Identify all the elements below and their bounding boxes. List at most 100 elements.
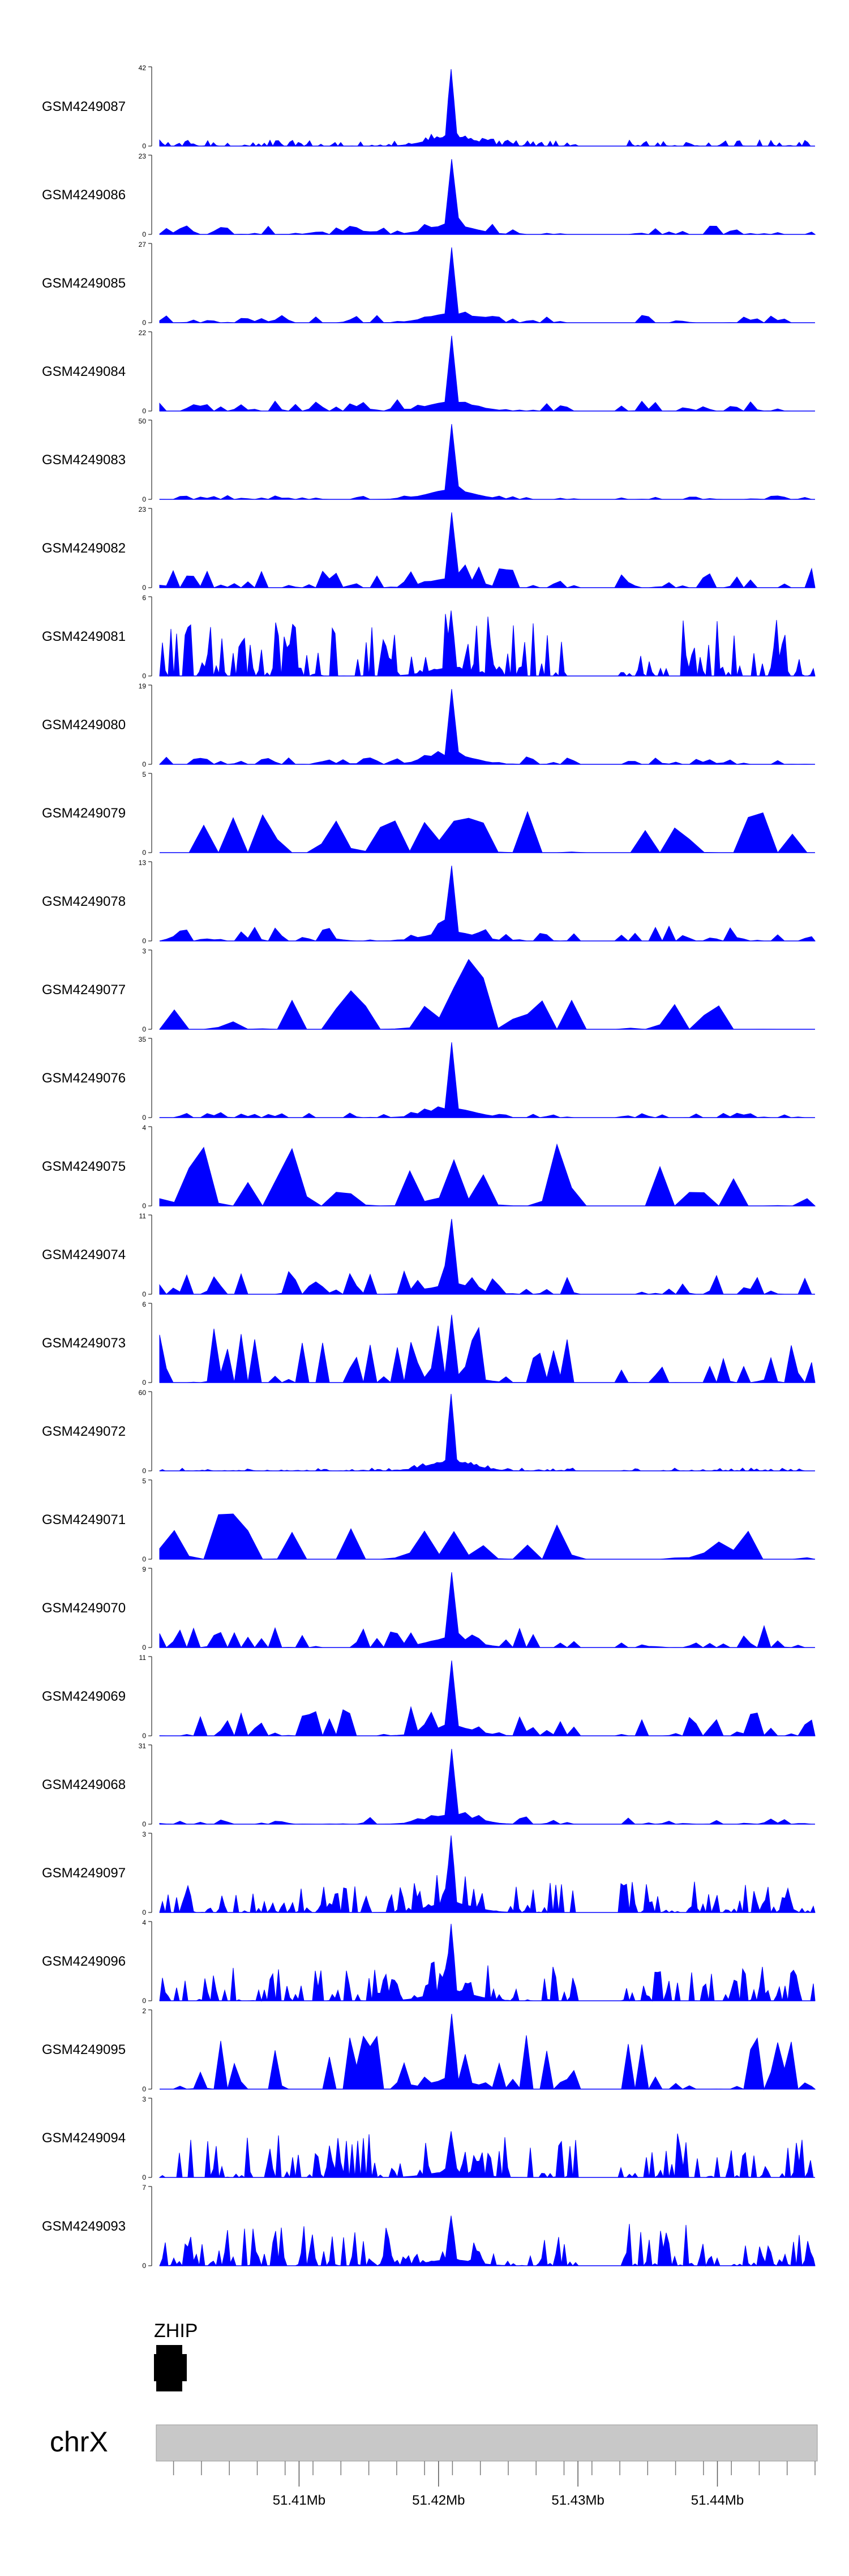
y-min-label: 0 (142, 849, 146, 857)
coverage-area (159, 1143, 816, 1207)
coverage-area (158, 688, 815, 765)
track-GSM4249094: GSM4249094 3 0 (42, 2095, 815, 2181)
y-max-label: 6 (142, 594, 146, 602)
track-label: GSM4249078 (42, 894, 126, 909)
coverage-area (159, 247, 815, 323)
track-label: GSM4249075 (42, 1159, 126, 1174)
coverage-area (158, 2131, 815, 2179)
y-max-label: 23 (139, 152, 147, 160)
coverage-area (159, 1835, 816, 1914)
track-GSM4249068: GSM4249068 31 0 (42, 1742, 815, 1828)
track-GSM4249081: GSM4249081 6 0 (42, 594, 816, 680)
track-GSM4249093: GSM4249093 7 0 (42, 2184, 816, 2270)
y-min-label: 0 (142, 2173, 146, 2181)
y-max-label: 3 (142, 2095, 146, 2103)
y-min-label: 0 (142, 1997, 146, 2005)
y-max-label: 42 (139, 64, 147, 72)
coverage-area (159, 1572, 815, 1649)
x-tick-label: 51.41Mb (273, 2493, 325, 2508)
coverage-area (159, 512, 816, 589)
track-label: GSM4249096 (42, 1954, 126, 1969)
track-label: GSM4249086 (42, 187, 126, 203)
y-max-label: 27 (139, 241, 147, 249)
x-tick-label: 51.42Mb (412, 2493, 465, 2508)
coverage-area (158, 958, 815, 1030)
y-max-label: 23 (139, 506, 147, 514)
track-label: GSM4249095 (42, 2042, 126, 2057)
coverage-area (159, 423, 815, 500)
y-max-label: 60 (139, 1389, 147, 1397)
y-max-label: 31 (139, 1742, 147, 1750)
track-GSM4249082: GSM4249082 23 0 (42, 506, 816, 592)
track-label: GSM4249082 (42, 541, 126, 556)
y-max-label: 6 (142, 1300, 146, 1308)
track-GSM4249069: GSM4249069 11 0 (42, 1654, 816, 1740)
track-label: GSM4249074 (42, 1247, 126, 1263)
track-label: GSM4249077 (42, 982, 126, 998)
y-max-label: 3 (142, 1830, 146, 1838)
track-label: GSM4249079 (42, 806, 126, 821)
track-label: GSM4249080 (42, 717, 126, 733)
coverage-area (159, 69, 815, 147)
track-label: GSM4249069 (42, 1689, 126, 1704)
y-max-label: 50 (139, 417, 147, 425)
track-GSM4249084: GSM4249084 22 0 (42, 329, 815, 415)
y-max-label: 5 (142, 771, 146, 778)
track-GSM4249077: GSM4249077 3 0 (42, 947, 815, 1033)
y-min-label: 0 (142, 1467, 146, 1475)
track-GSM4249078: GSM4249078 13 0 (42, 859, 816, 945)
y-max-label: 4 (142, 1124, 146, 1132)
y-min-label: 0 (142, 1909, 146, 1916)
y-min-label: 0 (142, 495, 146, 503)
gene-label: ZHIP (154, 2320, 198, 2342)
track-GSM4249080: GSM4249080 19 0 (42, 682, 815, 768)
y-max-label: 35 (139, 1035, 147, 1043)
y-min-label: 0 (142, 1114, 146, 1122)
y-min-label: 0 (142, 230, 146, 238)
y-min-label: 0 (142, 1290, 146, 1298)
y-max-label: 3 (142, 947, 146, 955)
track-GSM4249076: GSM4249076 35 0 (42, 1035, 815, 1122)
gene-model-ZHIP (154, 2345, 187, 2391)
y-min-label: 0 (142, 672, 146, 680)
track-GSM4249071: GSM4249071 5 0 (42, 1477, 816, 1563)
genome-axis: 51.41Mb 51.42Mb 51.43Mb 51.44Mb (173, 2461, 816, 2508)
x-tick-label: 51.44Mb (691, 2493, 744, 2508)
coverage-area (159, 1513, 816, 1560)
track-label: GSM4249076 (42, 1071, 126, 1086)
track-GSM4249085: GSM4249085 27 0 (42, 241, 815, 327)
coverage-area (159, 610, 816, 677)
track-GSM4249073: GSM4249073 6 0 (42, 1300, 816, 1387)
y-min-label: 0 (142, 1732, 146, 1740)
y-min-label: 0 (142, 1379, 146, 1387)
track-GSM4249072: GSM4249072 60 0 (42, 1389, 815, 1475)
coverage-area (159, 1393, 815, 1471)
track-GSM4249086: GSM4249086 23 0 (42, 152, 816, 238)
track-GSM4249070: GSM4249070 9 0 (42, 1565, 815, 1651)
track-label: GSM4249094 (42, 2130, 126, 2146)
chromosome-ideogram: chrX 51.41Mb 51.42Mb 51.43Mb 51.44Mb (50, 2424, 818, 2508)
coverage-area (159, 159, 816, 235)
y-min-label: 0 (142, 937, 146, 945)
track-label: GSM4249097 (42, 1865, 126, 1881)
y-min-label: 0 (142, 1025, 146, 1033)
coverage-area (159, 335, 815, 412)
y-max-label: 13 (139, 859, 147, 867)
gene-exon (154, 2354, 187, 2381)
y-min-label: 0 (142, 142, 146, 150)
track-label: GSM4249081 (42, 629, 126, 644)
track-label: GSM4249073 (42, 1336, 126, 1351)
track-GSM4249097: GSM4249097 3 0 (42, 1830, 816, 1916)
coverage-area (159, 865, 816, 942)
y-max-label: 4 (142, 1919, 146, 1927)
y-max-label: 19 (139, 682, 147, 690)
y-max-label: 11 (139, 1654, 147, 1662)
y-max-label: 7 (142, 2184, 146, 2192)
y-min-label: 0 (142, 1644, 146, 1651)
gene-track: ZHIP (154, 2320, 198, 2391)
track-GSM4249096: GSM4249096 4 0 (42, 1919, 816, 2005)
coverage-area (159, 1315, 816, 1384)
coverage-area (159, 1218, 815, 1295)
chromosome-label: chrX (50, 2426, 108, 2458)
